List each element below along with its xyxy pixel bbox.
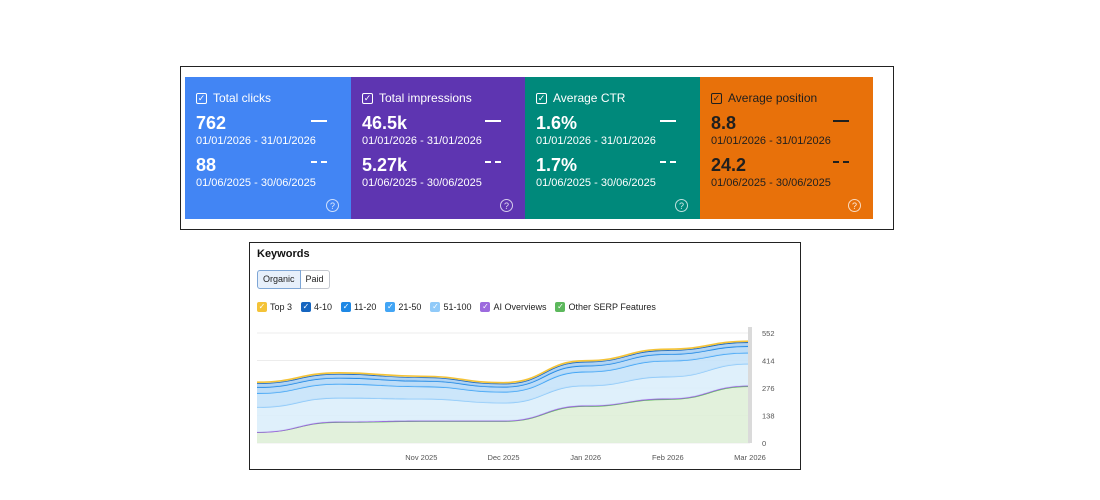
checkbox-checked-icon[interactable]: ✓ (480, 302, 491, 312)
metric-label: Total impressions (379, 91, 472, 105)
y-tick-label: 276 (762, 384, 775, 393)
metric-range-previous: 01/06/2025 - 30/06/2025 (362, 177, 482, 189)
legend-item-4-10[interactable]: ✓ 4-10 (301, 302, 332, 312)
metric-value-previous: 1.7% (536, 155, 578, 175)
checkbox-checked-icon[interactable]: ✓ (196, 92, 207, 104)
series-area-11-20 (257, 346, 750, 394)
metric-value-previous: 5.27k (362, 155, 408, 175)
legend-label: AI Overviews (493, 302, 547, 312)
metric-card-total-clicks[interactable]: ✓ Total clicks 762 01/01/2026 - 31/01/20… (185, 77, 351, 219)
metric-range-current: 01/01/2026 - 31/01/2026 (536, 135, 656, 147)
metric-value-previous: 24.2 (711, 155, 747, 175)
checkbox-checked-icon[interactable]: ✓ (385, 302, 396, 312)
legend-label: 11-20 (354, 302, 377, 312)
metric-label: Average CTR (553, 91, 626, 105)
series-area-other-serp-features (257, 386, 750, 443)
metric-card-header[interactable]: ✓ Total clicks (196, 91, 271, 105)
legend-item-other-serp-features[interactable]: ✓ Other SERP Features (555, 302, 656, 312)
checkbox-checked-icon[interactable]: ✓ (362, 92, 373, 104)
current-period-marker (748, 327, 752, 443)
metric-card-header[interactable]: ✓ Average position (711, 91, 817, 105)
legend-item-21-50[interactable]: ✓ 21-50 (385, 302, 421, 312)
checkbox-checked-icon[interactable]: ✓ (430, 302, 441, 312)
legend-item-51-100[interactable]: ✓ 51-100 (430, 302, 471, 312)
checkbox-checked-icon[interactable]: ✓ (301, 302, 312, 312)
help-icon[interactable]: ? (500, 199, 513, 212)
legend-item-top-3[interactable]: ✓ Top 3 (257, 302, 292, 312)
dashed-line-legend-icon (485, 161, 501, 163)
legend-label: Other SERP Features (568, 302, 656, 312)
metric-label: Average position (728, 91, 818, 105)
legend-item-11-20[interactable]: ✓ 11-20 (341, 302, 376, 312)
y-tick-label: 138 (762, 412, 775, 421)
solid-line-legend-icon (311, 120, 327, 122)
keywords-widget: 0 138 276 414 552 Nov 2025 Dec 2025 Jan 2026 Feb… (249, 242, 801, 470)
checkbox-checked-icon[interactable]: ✓ (257, 302, 267, 312)
x-tick-label: Mar 2026 (734, 453, 766, 462)
legend-label: 51-100 (443, 302, 472, 312)
metric-card-header[interactable]: ✓ Average CTR (536, 91, 625, 105)
metric-range-current: 01/01/2026 - 31/01/2026 (196, 135, 316, 147)
metric-value-current: 1.6% (536, 113, 578, 133)
help-icon[interactable]: ? (675, 199, 688, 212)
metric-range-current: 01/01/2026 - 31/01/2026 (362, 135, 482, 147)
series-line-top-3 (256, 340, 751, 384)
y-tick-label: 0 (762, 439, 766, 448)
performance-metrics-panel: ✓ Total clicks 762 01/01/2026 - 31/01/20… (180, 66, 894, 230)
dashed-line-legend-icon (833, 161, 849, 163)
legend-label: Top 3 (270, 302, 293, 312)
metric-label: Total clicks (213, 91, 272, 105)
metric-range-current: 01/01/2026 - 31/01/2026 (711, 135, 831, 147)
metric-range-previous: 01/06/2025 - 30/06/2025 (196, 177, 316, 189)
legend-label: 4-10 (314, 302, 333, 312)
tab-paid[interactable]: Paid (300, 270, 330, 289)
x-tick-label: Nov 2025 (405, 453, 437, 462)
y-tick-label: 552 (762, 329, 775, 338)
chart-legend: ✓ Top 3 ✓ 4-10 ✓ 11-20 ✓ 21-50 ✓ 51-100 … (257, 302, 665, 312)
solid-line-legend-icon (660, 120, 676, 122)
keywords-title: Keywords (257, 248, 310, 260)
help-icon[interactable]: ? (326, 199, 339, 212)
keywords-area-chart: 0 138 276 414 552 Nov 2025 Dec 2025 Jan 2026 Feb… (256, 327, 775, 462)
series-area-51-100 (257, 363, 750, 433)
x-tick-label: Dec 2025 (487, 453, 519, 462)
legend-label: 21-50 (398, 302, 422, 312)
metric-card-average-position[interactable]: ✓ Average position 8.8 01/01/2026 - 31/0… (700, 77, 873, 219)
metric-value-current: 8.8 (711, 113, 737, 133)
organic-paid-toggle: Organic Paid (257, 270, 330, 289)
metric-card-total-impressions[interactable]: ✓ Total impressions 46.5k 01/01/2026 - 3… (351, 77, 525, 219)
solid-line-legend-icon (485, 120, 501, 122)
checkbox-checked-icon[interactable]: ✓ (555, 302, 566, 312)
checkbox-checked-icon[interactable]: ✓ (341, 302, 352, 312)
checkbox-checked-icon[interactable]: ✓ (536, 92, 547, 104)
x-tick-label: Feb 2026 (652, 453, 684, 462)
metric-value-current: 762 (196, 113, 227, 133)
legend-item-ai-overviews[interactable]: ✓ AI Overviews (480, 302, 546, 312)
metric-card-header[interactable]: ✓ Total impressions (362, 91, 472, 105)
metric-cards: ✓ Total clicks 762 01/01/2026 - 31/01/20… (185, 77, 873, 219)
solid-line-legend-icon (833, 120, 849, 122)
dashed-line-legend-icon (660, 161, 676, 163)
metric-value-previous: 88 (196, 155, 217, 175)
help-icon[interactable]: ? (848, 199, 861, 212)
metric-range-previous: 01/06/2025 - 30/06/2025 (536, 177, 656, 189)
y-tick-label: 414 (762, 357, 775, 366)
checkbox-checked-icon[interactable]: ✓ (711, 92, 722, 104)
metric-card-average-ctr[interactable]: ✓ Average CTR 1.6% 01/01/2026 - 31/01/20… (525, 77, 700, 219)
dashed-line-legend-icon (311, 161, 327, 163)
metric-range-previous: 01/06/2025 - 30/06/2025 (711, 177, 831, 189)
tab-organic[interactable]: Organic (257, 270, 301, 289)
x-tick-label: Jan 2026 (570, 453, 601, 462)
metric-value-current: 46.5k (362, 113, 408, 133)
